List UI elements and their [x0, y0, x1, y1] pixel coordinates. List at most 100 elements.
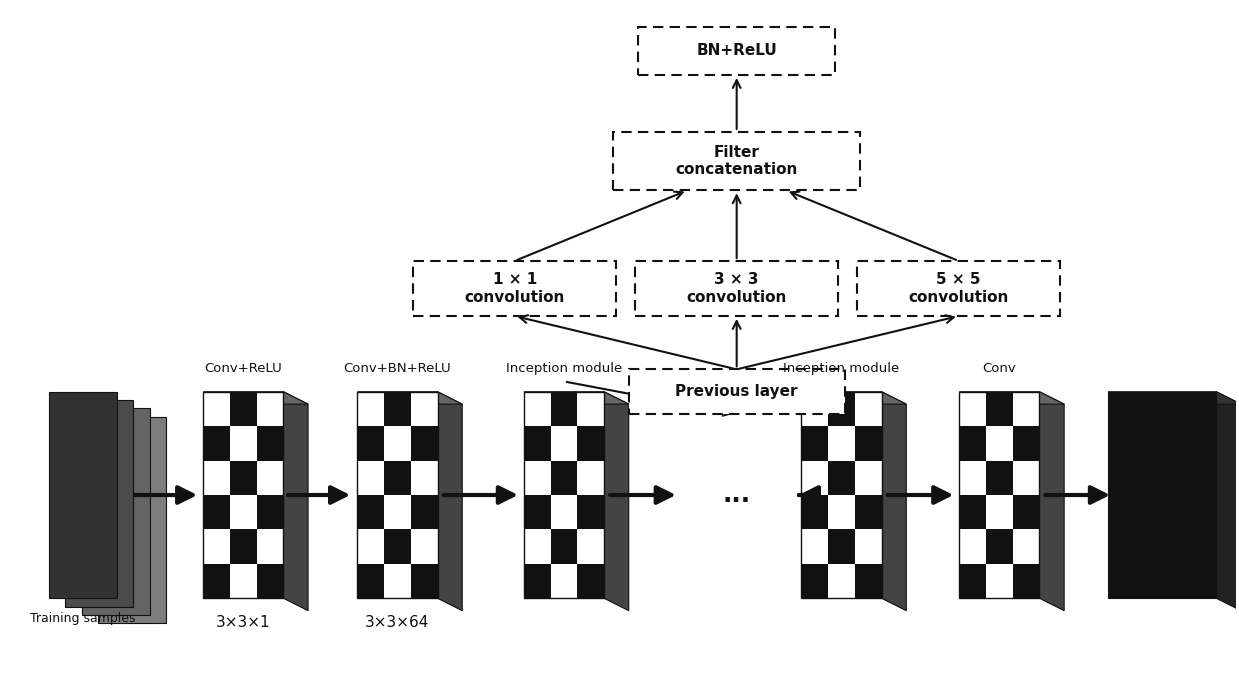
Bar: [828, 391, 855, 426]
Bar: [411, 461, 437, 495]
Bar: [550, 461, 577, 495]
Bar: [230, 530, 256, 564]
Bar: [802, 391, 882, 598]
Bar: [357, 461, 384, 495]
Bar: [959, 426, 986, 461]
Bar: [802, 461, 828, 495]
Bar: [1012, 530, 1040, 564]
Bar: [203, 391, 284, 598]
Bar: [550, 426, 577, 461]
Bar: [855, 461, 882, 495]
Text: Conv+BN+ReLU: Conv+BN+ReLU: [343, 362, 451, 375]
Bar: [411, 426, 437, 461]
Bar: [48, 391, 116, 598]
Text: 3 × 3
convolution: 3 × 3 convolution: [686, 272, 787, 305]
Bar: [855, 564, 882, 598]
Bar: [230, 426, 256, 461]
Bar: [256, 426, 284, 461]
Bar: [959, 461, 986, 495]
Bar: [828, 564, 855, 598]
Text: Inception module: Inception module: [783, 362, 900, 375]
Bar: [550, 564, 577, 598]
Text: 3×3×64: 3×3×64: [366, 616, 430, 630]
Bar: [959, 564, 986, 598]
Bar: [802, 426, 828, 461]
Bar: [1012, 495, 1040, 530]
Bar: [230, 564, 256, 598]
Bar: [1012, 564, 1040, 598]
Text: Training samples: Training samples: [30, 612, 136, 625]
Polygon shape: [437, 391, 462, 611]
Bar: [357, 391, 384, 426]
Bar: [613, 132, 860, 190]
Text: Previous layer: Previous layer: [675, 384, 798, 399]
Bar: [577, 461, 605, 495]
Bar: [230, 391, 256, 426]
Bar: [357, 391, 437, 598]
Bar: [384, 495, 411, 530]
Bar: [230, 461, 256, 495]
Bar: [577, 530, 605, 564]
Bar: [384, 564, 411, 598]
Bar: [357, 426, 384, 461]
Bar: [230, 495, 256, 530]
Bar: [828, 461, 855, 495]
Bar: [577, 564, 605, 598]
Bar: [524, 391, 550, 426]
Bar: [986, 530, 1012, 564]
Bar: [384, 426, 411, 461]
Bar: [828, 495, 855, 530]
Bar: [357, 530, 384, 564]
Text: 3×3×1: 3×3×1: [216, 616, 270, 630]
Text: Filter
concatenation: Filter concatenation: [675, 145, 798, 178]
Polygon shape: [882, 391, 906, 611]
Bar: [256, 495, 284, 530]
Bar: [256, 564, 284, 598]
Bar: [638, 27, 835, 75]
Polygon shape: [1040, 391, 1064, 611]
Bar: [524, 530, 550, 564]
Text: 5 × 5
convolution: 5 × 5 convolution: [908, 272, 1009, 305]
Text: 1 × 1
convolution: 1 × 1 convolution: [465, 272, 565, 305]
Bar: [986, 461, 1012, 495]
Bar: [413, 261, 617, 316]
Text: Conv+ReLU: Conv+ReLU: [204, 362, 282, 375]
Bar: [203, 391, 230, 426]
Bar: [550, 495, 577, 530]
Bar: [524, 564, 550, 598]
Bar: [986, 495, 1012, 530]
Polygon shape: [524, 391, 628, 404]
Bar: [959, 530, 986, 564]
Bar: [959, 391, 1040, 598]
Text: ...: ...: [722, 483, 751, 507]
Bar: [1012, 426, 1040, 461]
Bar: [959, 495, 986, 530]
Bar: [550, 530, 577, 564]
Bar: [855, 426, 882, 461]
Bar: [256, 530, 284, 564]
Bar: [203, 530, 230, 564]
Bar: [959, 391, 986, 426]
Bar: [828, 530, 855, 564]
Bar: [384, 391, 411, 426]
Bar: [855, 495, 882, 530]
Bar: [857, 261, 1061, 316]
Bar: [577, 495, 605, 530]
Bar: [82, 408, 150, 615]
Bar: [411, 564, 437, 598]
Text: Inception module: Inception module: [506, 362, 622, 375]
Bar: [828, 426, 855, 461]
Bar: [98, 416, 166, 623]
Bar: [384, 461, 411, 495]
Bar: [357, 564, 384, 598]
Bar: [524, 391, 605, 598]
Polygon shape: [605, 391, 628, 611]
Bar: [802, 495, 828, 530]
Bar: [524, 426, 550, 461]
Text: Conv: Conv: [983, 362, 1016, 375]
Polygon shape: [802, 391, 906, 404]
Bar: [66, 400, 134, 607]
Polygon shape: [1108, 391, 1239, 404]
Bar: [986, 426, 1012, 461]
Bar: [802, 564, 828, 598]
